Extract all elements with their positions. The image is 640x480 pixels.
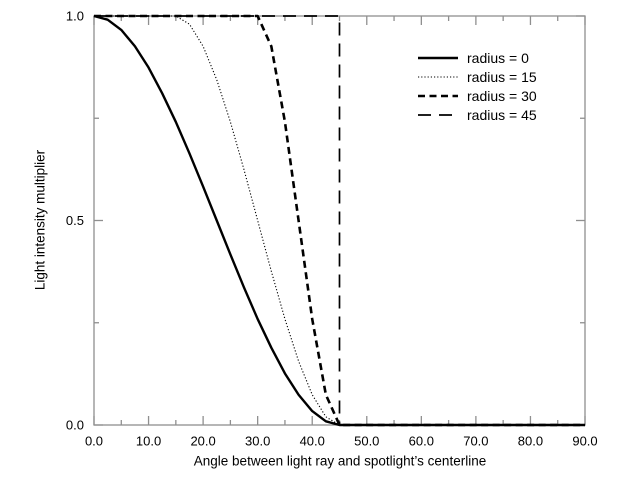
series-line-solid bbox=[93, 14, 585, 427]
y-tick-label: 0.0 bbox=[66, 418, 84, 433]
tick-marks bbox=[93, 15, 586, 426]
legend-label: radius = 15 bbox=[467, 68, 537, 85]
legend-line-long-dash-icon bbox=[418, 113, 458, 116]
legend-row: radius = 30 bbox=[418, 86, 537, 105]
x-tick-label: 90.0 bbox=[572, 434, 597, 449]
x-tick-label: 50.0 bbox=[354, 434, 379, 449]
x-tick-label: 40.0 bbox=[300, 434, 325, 449]
series-line-dotted bbox=[94, 15, 585, 426]
legend-label: radius = 30 bbox=[467, 87, 537, 104]
legend-line-dashed-icon bbox=[418, 94, 458, 97]
series-line-dashed bbox=[94, 14, 585, 427]
x-tick-label: 20.0 bbox=[190, 434, 215, 449]
x-axis-title: Angle between light ray and spotlight’s … bbox=[193, 453, 487, 469]
y-tick-label: 0.5 bbox=[66, 213, 84, 228]
x-tick-label: 80.0 bbox=[518, 434, 543, 449]
legend-label: radius = 0 bbox=[467, 49, 529, 66]
x-tick-label: 10.0 bbox=[136, 434, 161, 449]
tick-labels: 0.0 10.0 20.0 30.0 40.0 50.0 60.0 70.0 80.0 90.0 0… bbox=[66, 9, 598, 449]
legend: radius = 0 radius = 15 radius = 30 radiu… bbox=[418, 48, 537, 124]
series-line-long-dash bbox=[94, 15, 585, 426]
y-axis-title: Light intensity multiplier bbox=[32, 149, 48, 291]
y-tick-label: 1.0 bbox=[66, 9, 84, 24]
legend-row: radius = 0 bbox=[418, 48, 537, 67]
x-tick-label: 30.0 bbox=[245, 434, 270, 449]
x-tick-label: 60.0 bbox=[409, 434, 434, 449]
x-tick-label: 0.0 bbox=[85, 434, 103, 449]
legend-line-solid-icon bbox=[418, 56, 458, 59]
legend-line-dotted-icon bbox=[418, 75, 458, 78]
legend-row: radius = 15 bbox=[418, 67, 537, 86]
legend-row: radius = 45 bbox=[418, 105, 537, 124]
x-tick-label: 70.0 bbox=[463, 434, 488, 449]
legend-label: radius = 45 bbox=[467, 106, 537, 123]
